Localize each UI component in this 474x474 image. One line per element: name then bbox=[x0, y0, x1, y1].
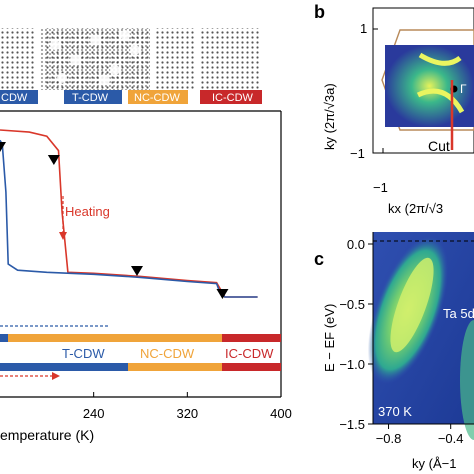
c-y-tick-label: 0.0 bbox=[347, 237, 365, 252]
arrow-markers bbox=[0, 142, 229, 299]
bottom-phase-t-cdw: T-CDW bbox=[62, 346, 105, 361]
phase-bar-bottom: T-CDW NC-CDW IC-CDW bbox=[0, 334, 281, 371]
panel-c-letter: c bbox=[314, 249, 324, 269]
b-ylabel: ky (2π/√3a) bbox=[322, 83, 337, 150]
b-xlabel: kx (2π/√3 bbox=[388, 201, 443, 216]
arpes-band-right bbox=[460, 320, 474, 440]
b-ytick-bottom: −1 bbox=[350, 146, 365, 161]
panel-b-frame bbox=[372, 7, 474, 154]
cut-label: Cut bbox=[428, 138, 450, 154]
transition-marker bbox=[216, 289, 229, 299]
c-x-ticks: −0.8 −0.4 bbox=[376, 424, 464, 446]
c-x-tick-label: −0.4 bbox=[438, 431, 464, 446]
c-xlabel: ky (Å−1 bbox=[412, 456, 456, 471]
c-y-tick-label: −0.5 bbox=[339, 297, 365, 312]
panel-c: c Ta 5d 370 K 0.0 −0.5 −1.0 −1.5 −0.8 −0.4 E… bbox=[314, 232, 474, 471]
phase-label-t-cdw: T-CDW bbox=[72, 92, 109, 104]
curves bbox=[0, 129, 258, 298]
fermi-pocket-1 bbox=[418, 52, 462, 66]
x-axis-label: emperature (K) bbox=[0, 427, 94, 443]
x-tick-label: 320 bbox=[176, 406, 198, 421]
bottom-phase-nc-cdw: NC-CDW bbox=[140, 346, 195, 361]
main-plot: 240 320 400 Heating T-CDW NC-CDW IC-CDW em… bbox=[0, 110, 292, 443]
c-x-tick-label: −0.8 bbox=[376, 431, 402, 446]
c-ylabel: E − EF (eV) bbox=[322, 304, 337, 372]
arpes-band-core bbox=[390, 257, 434, 353]
temperature-label: 370 K bbox=[378, 404, 412, 419]
gamma-label: Γ bbox=[460, 82, 467, 96]
ta-5d-label: Ta 5d bbox=[443, 306, 474, 321]
series-line-2 bbox=[0, 139, 258, 298]
phase-label-nc-cdw: NC-CDW bbox=[134, 92, 180, 104]
x-ticks: 240 320 400 bbox=[83, 392, 292, 421]
heating-dashed-arrow-head bbox=[52, 372, 60, 380]
c-y-tick-label: −1.5 bbox=[339, 417, 365, 432]
panel-b-letter: b bbox=[314, 2, 325, 22]
heating-label: Heating bbox=[65, 204, 110, 219]
b-ytick-top: 1 bbox=[360, 21, 367, 36]
transition-marker bbox=[130, 266, 143, 276]
transition-marker bbox=[47, 155, 60, 165]
transition-marker bbox=[0, 142, 6, 152]
c-y-ticks: 0.0 −0.5 −1.0 −1.5 bbox=[339, 237, 373, 432]
bottom-phase-ic-cdw: IC-CDW bbox=[225, 346, 274, 361]
c-y-tick-label: −1.0 bbox=[339, 357, 365, 372]
heating-arrow-head bbox=[59, 232, 67, 240]
fermi-pocket-2 bbox=[416, 88, 465, 114]
x-tick-label: 400 bbox=[270, 406, 292, 421]
x-tick-label: 240 bbox=[83, 406, 105, 421]
phase-bar-top: CDW T-CDW NC-CDW IC-CDW bbox=[0, 90, 262, 104]
panel-b: b Γ Cut 1 −1 −1 ky (2π/√3a) kx (2π/√3 bbox=[314, 2, 474, 216]
phase-label-ic-cdw: IC-CDW bbox=[212, 92, 254, 104]
lattice-strip bbox=[0, 28, 260, 90]
b-xtick: −1 bbox=[373, 180, 388, 195]
phase-label-cdw: CDW bbox=[1, 92, 28, 104]
